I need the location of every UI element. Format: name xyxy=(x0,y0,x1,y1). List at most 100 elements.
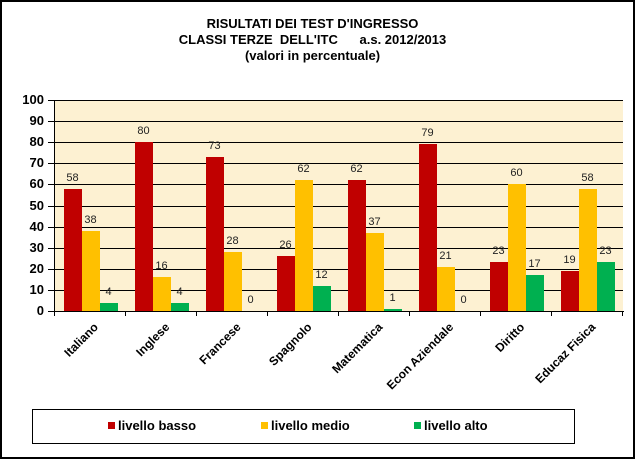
bar-livello-medio-inglese xyxy=(152,277,171,311)
bar-livello-alto-diritto xyxy=(525,275,544,311)
y-tick-label: 40 xyxy=(29,218,44,234)
gridline xyxy=(55,163,623,165)
bar-livello-medio-matematica xyxy=(365,232,384,311)
bar-livello-basso-francese xyxy=(205,156,224,311)
gridline xyxy=(55,205,623,207)
bar-livello-medio-diritto xyxy=(507,184,526,311)
y-tick xyxy=(48,100,54,101)
y-tick xyxy=(48,311,54,312)
data-label: 37 xyxy=(368,215,381,228)
bar-livello-basso-spagnolo xyxy=(276,256,295,311)
x-tick xyxy=(409,311,410,316)
gridline xyxy=(55,247,623,249)
data-label: 62 xyxy=(350,163,363,176)
bar-livello-basso-inglese xyxy=(134,142,153,311)
data-label: 1 xyxy=(389,291,396,304)
data-label: 58 xyxy=(66,171,79,184)
data-label: 79 xyxy=(421,127,434,140)
data-label: 12 xyxy=(315,268,328,281)
x-axis xyxy=(54,311,624,312)
x-tick xyxy=(196,311,197,316)
bar-livello-basso-matematica xyxy=(347,180,366,311)
y-tick-label: 50 xyxy=(29,197,44,213)
bar-livello-medio-econ-aziendale xyxy=(436,266,455,311)
legend-label: livello basso xyxy=(118,418,197,433)
data-label: 21 xyxy=(439,249,452,262)
bar-livello-basso-educaz-fisica xyxy=(560,270,579,311)
bar-livello-medio-educaz-fisica xyxy=(578,188,597,311)
data-label: 58 xyxy=(581,171,594,184)
gridline xyxy=(55,268,623,270)
gridline xyxy=(55,142,623,144)
y-tick-label: 60 xyxy=(29,176,44,192)
legend-item-basso: livello basso xyxy=(108,419,196,433)
y-tick-label: 30 xyxy=(29,239,44,255)
bar-livello-basso-diritto xyxy=(489,262,508,311)
data-label: 4 xyxy=(105,285,112,298)
y-tick-label: 70 xyxy=(29,155,44,171)
bar-livello-basso-italiano xyxy=(63,188,82,311)
chart-subtitle-units: (valori in percentuale) xyxy=(244,48,381,63)
data-label: 19 xyxy=(563,253,576,266)
data-label: 16 xyxy=(155,260,168,273)
data-label: 26 xyxy=(279,239,292,252)
x-tick xyxy=(338,311,339,316)
gridline xyxy=(55,100,623,101)
bar-livello-medio-spagnolo xyxy=(294,180,313,311)
x-tick xyxy=(125,311,126,316)
y-tick-label: 0 xyxy=(36,303,44,318)
data-label: 4 xyxy=(176,285,183,298)
y-tick xyxy=(48,121,54,123)
legend-label: livello medio xyxy=(271,418,350,433)
legend-swatch-medio xyxy=(261,422,268,429)
data-label: 17 xyxy=(528,258,541,271)
x-tick xyxy=(551,311,552,316)
bar-livello-alto-italiano xyxy=(99,302,118,311)
bar-livello-alto-spagnolo xyxy=(312,285,331,311)
gridline xyxy=(55,184,623,186)
data-label: 0 xyxy=(460,294,467,306)
data-label: 38 xyxy=(84,213,97,226)
y-tick xyxy=(48,205,54,207)
x-tick xyxy=(480,311,481,316)
gridline xyxy=(55,226,623,228)
bar-livello-medio-francese xyxy=(223,251,242,311)
y-axis xyxy=(54,100,55,312)
chart-title: RISULTATI DEI TEST D'INGRESSO xyxy=(206,16,419,31)
y-tick-label: 80 xyxy=(29,134,44,150)
y-tick xyxy=(48,142,54,144)
x-tick xyxy=(267,311,268,316)
legend-item-alto: livello alto xyxy=(414,419,488,433)
data-label: 73 xyxy=(208,139,221,152)
gridline xyxy=(55,289,623,291)
y-tick xyxy=(48,247,54,249)
x-tick xyxy=(54,311,55,316)
y-tick-label: 20 xyxy=(29,260,44,276)
data-label: 62 xyxy=(297,163,310,176)
legend-swatch-basso xyxy=(108,422,115,429)
y-tick xyxy=(48,289,54,291)
data-label: 80 xyxy=(137,125,150,138)
data-label: 0 xyxy=(247,294,254,306)
bar-livello-medio-italiano xyxy=(81,230,100,311)
y-tick xyxy=(48,226,54,228)
y-tick xyxy=(48,163,54,165)
gridline xyxy=(55,121,623,123)
x-tick xyxy=(622,311,623,316)
y-tick-label: 90 xyxy=(29,113,44,129)
legend-item-medio: livello medio xyxy=(261,419,350,433)
legend-label: livello alto xyxy=(424,418,488,433)
bar-livello-basso-econ-aziendale xyxy=(418,144,437,311)
y-tick-label: 100 xyxy=(22,92,44,107)
chart-subtitle: CLASSI TERZE DELL'ITC a.s. 2012/2013 xyxy=(178,32,447,47)
data-label: 60 xyxy=(510,167,523,180)
data-label: 28 xyxy=(226,234,239,247)
legend: livello basso livello medio livello alto xyxy=(32,409,575,444)
y-tick xyxy=(48,184,54,186)
data-label: 23 xyxy=(492,245,505,258)
y-tick-label: 10 xyxy=(29,281,44,297)
bar-livello-alto-educaz-fisica xyxy=(596,262,615,311)
data-label: 23 xyxy=(599,245,612,258)
bar-livello-alto-inglese xyxy=(170,302,189,311)
bar-livello-alto-matematica xyxy=(383,308,402,311)
